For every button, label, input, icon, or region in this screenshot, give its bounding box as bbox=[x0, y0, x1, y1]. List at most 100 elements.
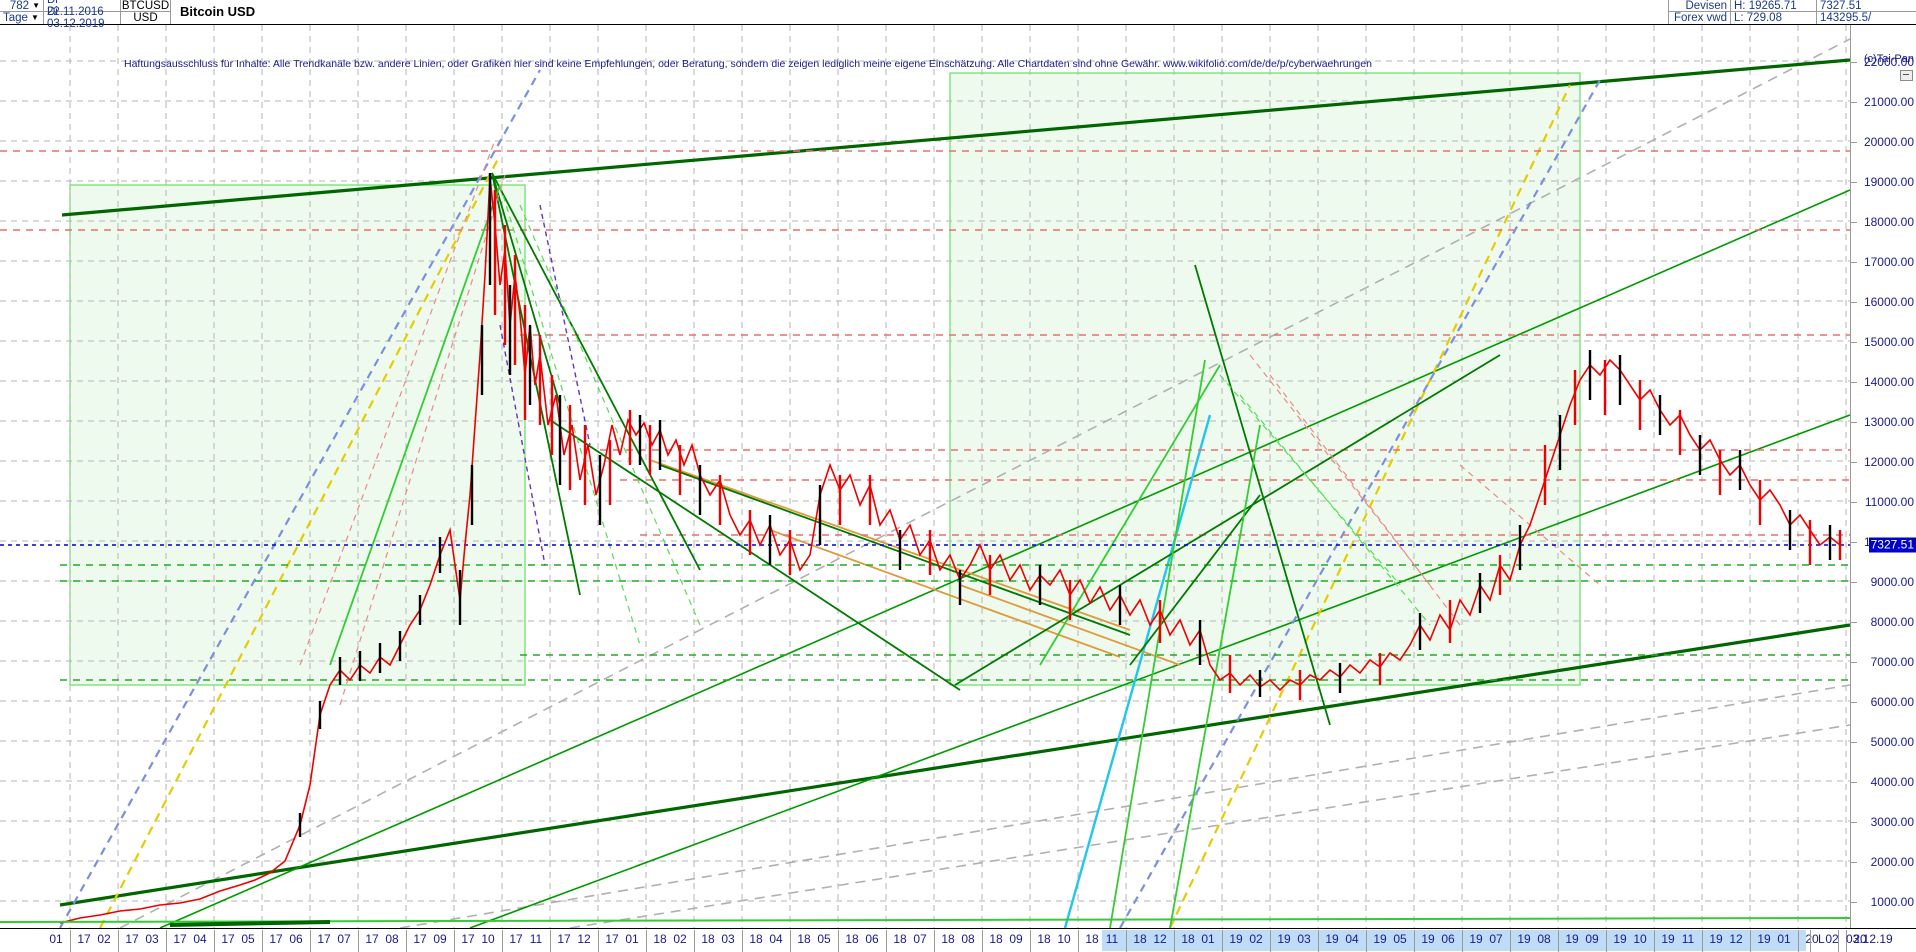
date-tick-month: 01 bbox=[1201, 932, 1215, 946]
y-tick-label: 21000.00 bbox=[1863, 95, 1914, 109]
date-tick-year: 19 bbox=[1373, 932, 1387, 946]
date-tick-year: 18 bbox=[845, 932, 859, 946]
date-tick-year: 18 bbox=[1085, 932, 1099, 946]
macro-box-right bbox=[949, 72, 1581, 686]
light-green-dashed-fan bbox=[499, 184, 1431, 646]
date-tick-year: 19 bbox=[1709, 932, 1723, 946]
footer-date: 03.12.19 bbox=[1846, 932, 1893, 946]
source-name-field: Devisen bbox=[1668, 0, 1730, 12]
y-tick-label: 9000.00 bbox=[1870, 575, 1914, 589]
currency-value: USD bbox=[133, 12, 158, 24]
primary-channel-dark-green bbox=[59, 58, 1850, 907]
chart-plot-area[interactable]: Haftungsausschluss für Inhalte: Alle Tre… bbox=[0, 25, 1850, 928]
interval-value: Tage bbox=[3, 12, 28, 24]
cyan-breakout-line bbox=[1063, 414, 1212, 928]
y-tick-label: 16000.00 bbox=[1863, 295, 1914, 309]
interval-dropdown[interactable]: Tage ▼ bbox=[0, 12, 44, 24]
date-tick-separator bbox=[934, 930, 935, 952]
date-tick-year: 17 bbox=[557, 932, 571, 946]
top-toolbar: 782 ▼ Tage ▼ Di 22.11.2016 Di 03.12.2019… bbox=[0, 0, 1916, 30]
date-tick-separator bbox=[646, 930, 647, 952]
date-tick-year: 17 bbox=[221, 932, 235, 946]
last-price-value: 7327.51 bbox=[1820, 0, 1862, 12]
date-tick-year: 17 bbox=[365, 932, 379, 946]
date-tick-month: 12 bbox=[577, 932, 591, 946]
y-tick-label: 18000.00 bbox=[1863, 215, 1914, 229]
macro-box-left bbox=[69, 184, 526, 686]
date-tick-separator bbox=[1462, 930, 1463, 952]
date-tick-year: 19 bbox=[1469, 932, 1483, 946]
chevron-down-icon: ▼ bbox=[32, 0, 40, 10]
bars-count-value: 782 bbox=[9, 0, 30, 12]
date-tick-separator bbox=[358, 930, 359, 952]
date-from-field[interactable]: Di 22.11.2016 bbox=[44, 0, 121, 18]
date-tick-month: 06 bbox=[1441, 932, 1455, 946]
date-to-field[interactable]: Di 03.12.2019 bbox=[44, 6, 121, 30]
date-tick-separator bbox=[1318, 930, 1319, 952]
y-tick-label: 13000.00 bbox=[1863, 415, 1914, 429]
date-tick-month: 04 bbox=[193, 932, 207, 946]
purple-dashed-line bbox=[499, 204, 591, 566]
date-range-highlight bbox=[1102, 930, 1806, 951]
date-tick-separator bbox=[70, 930, 71, 952]
date-tick-separator bbox=[1078, 930, 1079, 952]
date-tick-separator bbox=[1798, 930, 1799, 952]
date-tick-month: 01 bbox=[625, 932, 639, 946]
date-tick-separator bbox=[838, 930, 839, 952]
currency-field[interactable]: USD bbox=[121, 12, 171, 24]
date-tick-separator bbox=[1030, 930, 1031, 952]
footer-marker: L bbox=[1818, 932, 1825, 946]
y-tick-label: 7000.00 bbox=[1870, 655, 1914, 669]
date-tick-month: 10 bbox=[1633, 932, 1647, 946]
date-tick-separator bbox=[1750, 930, 1751, 952]
date-tick-year: 20 bbox=[1853, 932, 1867, 946]
green-trend-fan bbox=[491, 172, 1501, 726]
date-tick-year: 18 bbox=[1133, 932, 1147, 946]
date-tick-year: 19 bbox=[1229, 932, 1243, 946]
page-title: Bitcoin USD bbox=[180, 4, 256, 19]
date-tick-month: 05 bbox=[241, 932, 255, 946]
y-tick-label: 12000.00 bbox=[1863, 455, 1914, 469]
date-tick-year: 18 bbox=[1037, 932, 1051, 946]
date-tick-separator bbox=[1174, 930, 1175, 952]
date-axis[interactable]: 01 17 02 17 03 17 04 17 05 17 06 17 07 17 08 17 09 17 10 17… bbox=[0, 928, 1916, 952]
bars-count-dropdown[interactable]: 782 ▼ bbox=[0, 0, 44, 12]
y-tick-label: 22000.00 bbox=[1863, 55, 1914, 69]
y-tick-label: 17000.00 bbox=[1863, 255, 1914, 269]
date-tick-separator bbox=[1846, 930, 1847, 952]
date-tick-year: 18 bbox=[797, 932, 811, 946]
date-tick-month: 10 bbox=[1057, 932, 1071, 946]
source-name-value: Devisen bbox=[1685, 0, 1727, 12]
date-tick-month: 09 bbox=[1585, 932, 1599, 946]
chart-canvas bbox=[0, 25, 1850, 928]
source-provider-value: Forex vwd bbox=[1673, 12, 1727, 24]
y-tick-label: 19000.00 bbox=[1863, 175, 1914, 189]
copyright-label: (c)Tai-Pan bbox=[1863, 53, 1914, 65]
date-tick-month: 03 bbox=[1297, 932, 1311, 946]
date-tick-month: 12 bbox=[1729, 932, 1743, 946]
date-tick-month: 10 bbox=[481, 932, 495, 946]
symbol-field[interactable]: BTCUSD bbox=[121, 0, 171, 12]
date-tick-month: 01 bbox=[1777, 932, 1791, 946]
date-tick-year: 17 bbox=[269, 932, 283, 946]
date-tick-year: 18 bbox=[941, 932, 955, 946]
secondary-channel-green bbox=[159, 189, 1850, 928]
date-tick-separator bbox=[886, 930, 887, 952]
resistance-levels-red bbox=[0, 150, 1850, 536]
date-tick-separator bbox=[406, 930, 407, 952]
date-tick-separator bbox=[1510, 930, 1511, 952]
date-tick-separator bbox=[982, 930, 983, 952]
chevron-down-icon: ▼ bbox=[30, 13, 39, 22]
date-tick-separator bbox=[742, 930, 743, 952]
collapse-axis-button[interactable] bbox=[1900, 70, 1913, 81]
date-tick-month: 11 bbox=[1105, 932, 1119, 946]
candle-bars bbox=[298, 173, 1842, 837]
date-tick-month: 04 bbox=[769, 932, 783, 946]
date-tick-year: 17 bbox=[509, 932, 523, 946]
date-tick-year: 19 bbox=[1565, 932, 1579, 946]
period-high-value: H: 19265.71 bbox=[1734, 0, 1797, 12]
date-tick-separator bbox=[1126, 930, 1127, 952]
y-tick-label: 3000.00 bbox=[1870, 815, 1914, 829]
price-axis[interactable]: (c)Tai-Pan 22000.00 21000.00 20000.00 19… bbox=[1850, 25, 1916, 928]
